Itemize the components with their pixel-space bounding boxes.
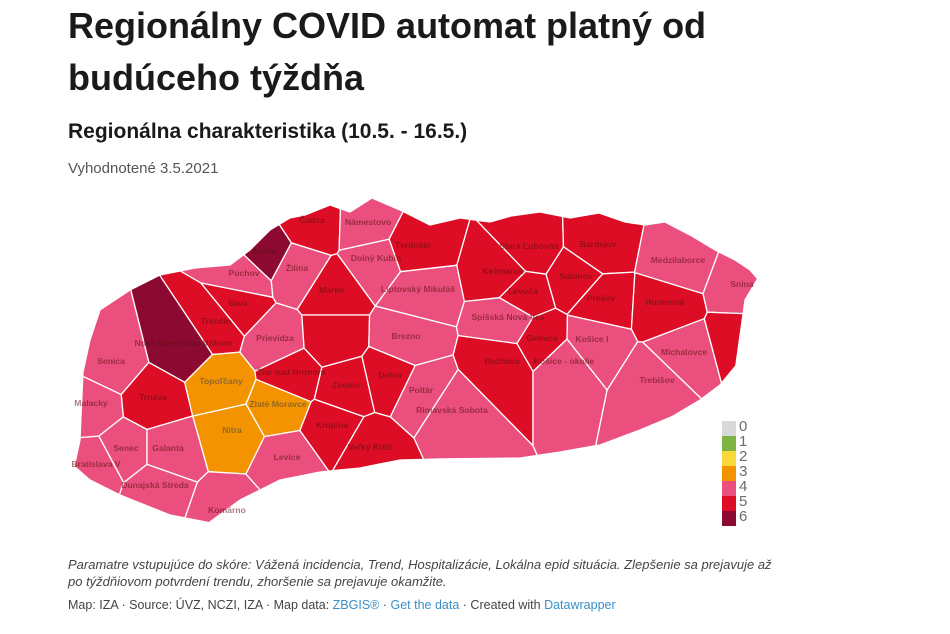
svg-text:Spišská Nová Ves: Spišská Nová Ves bbox=[471, 312, 544, 322]
svg-text:Topoľčany: Topoľčany bbox=[199, 376, 242, 386]
svg-text:Rožňava: Rožňava bbox=[484, 356, 520, 366]
svg-text:Košice I: Košice I bbox=[576, 334, 609, 344]
svg-text:Bardejov: Bardejov bbox=[580, 239, 617, 249]
svg-text:Čadca: Čadca bbox=[299, 214, 325, 225]
svg-text:Prešov: Prešov bbox=[587, 293, 616, 303]
svg-text:Nové Mesto nad Váhom: Nové Mesto nad Váhom bbox=[135, 338, 232, 348]
svg-text:Žiar nad Hronom: Žiar nad Hronom bbox=[257, 366, 326, 377]
svg-text:Púchov: Púchov bbox=[228, 268, 259, 278]
svg-text:Malacky: Malacky bbox=[74, 398, 108, 408]
svg-text:Zlaté Moravce: Zlaté Moravce bbox=[249, 399, 307, 409]
svg-text:Sabinov: Sabinov bbox=[559, 271, 593, 281]
svg-text:Komárno: Komárno bbox=[208, 505, 246, 515]
svg-text:Krupina: Krupina bbox=[316, 420, 349, 430]
svg-text:Tvrdošín: Tvrdošín bbox=[395, 240, 431, 250]
svg-text:Dolný Kubín: Dolný Kubín bbox=[351, 253, 402, 263]
svg-text:Gelnica: Gelnica bbox=[526, 333, 557, 343]
svg-text:Brezno: Brezno bbox=[391, 331, 420, 341]
svg-text:Levice: Levice bbox=[274, 452, 301, 462]
svg-text:Nitra: Nitra bbox=[222, 425, 242, 435]
svg-text:Medzilaborce: Medzilaborce bbox=[651, 255, 706, 265]
svg-text:Trebišov: Trebišov bbox=[639, 375, 675, 385]
svg-text:Martin: Martin bbox=[319, 285, 345, 295]
svg-text:Senec: Senec bbox=[113, 443, 139, 453]
svg-text:Trnava: Trnava bbox=[139, 392, 167, 402]
svg-text:Kežmarok: Kežmarok bbox=[482, 266, 523, 276]
svg-text:Galanta: Galanta bbox=[152, 443, 184, 453]
svg-text:Košice - okolie: Košice - okolie bbox=[534, 356, 595, 366]
svg-text:Dunajská Streda: Dunajská Streda bbox=[121, 480, 189, 490]
svg-text:Trenčín: Trenčín bbox=[201, 316, 232, 326]
svg-text:Poltár: Poltár bbox=[409, 385, 434, 395]
svg-text:Žilina: Žilina bbox=[286, 262, 309, 273]
svg-text:Zvolen: Zvolen bbox=[332, 380, 360, 390]
svg-text:Ilava: Ilava bbox=[228, 298, 247, 308]
svg-text:Veľký Krtíš: Veľký Krtíš bbox=[348, 442, 393, 452]
svg-text:Humenné: Humenné bbox=[645, 297, 684, 307]
svg-text:Snina: Snina bbox=[730, 279, 754, 289]
svg-text:Rimavská Sobota: Rimavská Sobota bbox=[416, 405, 488, 415]
svg-text:Stará Ľubovňa: Stará Ľubovňa bbox=[499, 241, 559, 251]
svg-text:Senica: Senica bbox=[97, 356, 125, 366]
svg-text:Bytča: Bytča bbox=[253, 246, 277, 256]
svg-text:Prievidza: Prievidza bbox=[256, 333, 294, 343]
svg-text:Levoča: Levoča bbox=[508, 286, 538, 296]
svg-text:Detva: Detva bbox=[378, 370, 402, 380]
svg-text:Michalovce: Michalovce bbox=[661, 347, 708, 357]
svg-text:Námestovo: Námestovo bbox=[345, 217, 391, 227]
svg-text:Liptovský Mikuláš: Liptovský Mikuláš bbox=[381, 284, 455, 294]
svg-text:Bratislava V: Bratislava V bbox=[71, 459, 120, 469]
